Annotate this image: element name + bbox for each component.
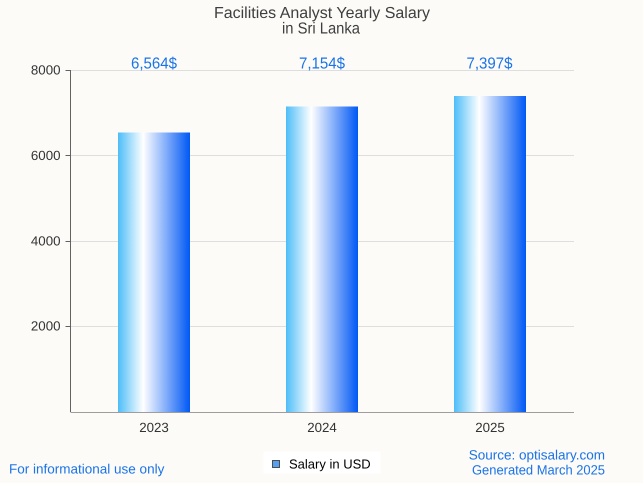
svg-text:7,397$: 7,397$ — [467, 55, 513, 72]
svg-text:7,154$: 7,154$ — [299, 55, 345, 72]
svg-text:2000: 2000 — [31, 319, 61, 334]
svg-text:2024: 2024 — [307, 420, 337, 435]
svg-text:in Sri Lanka: in Sri Lanka — [282, 21, 360, 38]
svg-text:6000: 6000 — [31, 148, 61, 163]
svg-text:2025: 2025 — [475, 420, 505, 435]
svg-text:Salary in USD: Salary in USD — [289, 457, 371, 472]
svg-text:Source: optisalary.com: Source: optisalary.com — [469, 448, 605, 463]
svg-text:Generated March 2025: Generated March 2025 — [472, 463, 605, 478]
svg-text:4000: 4000 — [31, 233, 61, 248]
svg-text:Facilities Analyst Yearly Sala: Facilities Analyst Yearly Salary — [214, 5, 430, 22]
svg-text:2023: 2023 — [139, 420, 169, 435]
svg-text:6,564$: 6,564$ — [131, 55, 177, 72]
svg-text:For informational use only: For informational use only — [9, 462, 165, 477]
svg-text:8000: 8000 — [31, 63, 61, 78]
